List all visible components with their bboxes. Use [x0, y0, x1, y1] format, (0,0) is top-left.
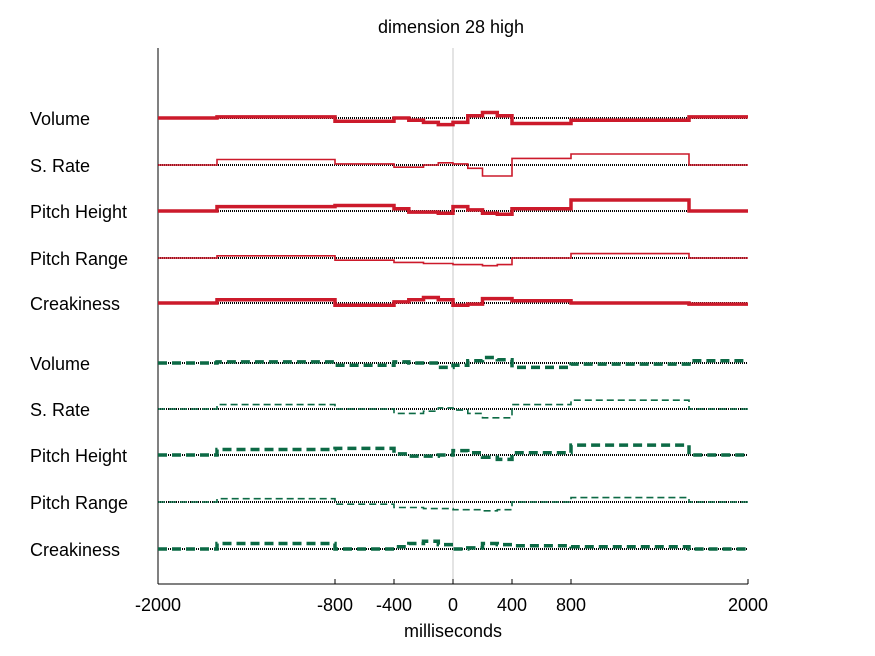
- x-tick-label: 400: [497, 595, 527, 615]
- series-line-2: [158, 153, 748, 177]
- row-label-10: Creakiness: [30, 540, 120, 560]
- axes: [157, 48, 748, 585]
- x-tick-label: -2000: [135, 595, 181, 615]
- x-tick-label: 800: [556, 595, 586, 615]
- row-label-9: Pitch Range: [30, 493, 128, 513]
- series-line-5: [158, 295, 748, 307]
- series-line-3: [158, 198, 748, 217]
- x-tick-label: -400: [376, 595, 412, 615]
- series-lines: [158, 110, 748, 551]
- series-line-7: [158, 399, 748, 419]
- series-line-9: [158, 496, 748, 512]
- row-label-4: Pitch Range: [30, 249, 128, 269]
- row-label-6: Volume: [30, 354, 90, 374]
- row-label-2: S. Rate: [30, 156, 90, 176]
- x-axis-ticks: -2000 -800 -400 0 400 800 2000: [135, 579, 768, 615]
- row-label-7: S. Rate: [30, 400, 90, 420]
- row-label-5: Creakiness: [30, 294, 120, 314]
- x-tick-label: -800: [317, 595, 353, 615]
- row-label-3: Pitch Height: [30, 202, 127, 222]
- row-labels: Volume S. Rate Pitch Height Pitch Range Crea…: [30, 109, 128, 560]
- series-line-4: [158, 252, 748, 267]
- series-line-10: [158, 539, 748, 551]
- row-label-1: Volume: [30, 109, 90, 129]
- x-tick-label: 2000: [728, 595, 768, 615]
- series-line-8: [158, 443, 748, 462]
- x-axis-label: milliseconds: [404, 621, 502, 641]
- x-tick-label: 0: [448, 595, 458, 615]
- row-label-8: Pitch Height: [30, 446, 127, 466]
- series-line-6: [158, 355, 748, 370]
- chart-title: dimension 28 high: [378, 17, 524, 37]
- series-line-1: [158, 110, 748, 127]
